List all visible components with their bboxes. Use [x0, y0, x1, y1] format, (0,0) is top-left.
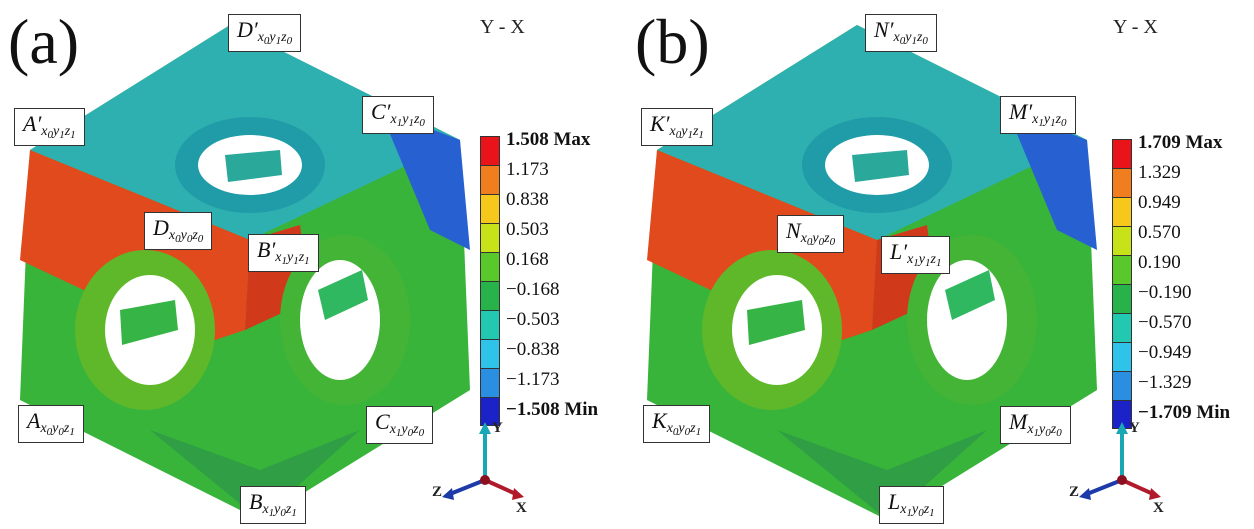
lattice-model-render [20, 25, 470, 520]
legend-tick-label: 1.329 [1138, 162, 1181, 183]
x-axis-label: X [516, 500, 527, 516]
legend-tick-label: 0.570 [1138, 222, 1181, 243]
node-label-bottom: Bx1y0z1 [240, 486, 306, 525]
legend-swatch [480, 339, 500, 368]
lattice-inner-strut [318, 270, 368, 320]
legend-tick-label: −0.168 [506, 279, 560, 300]
y-axis-arrowhead [1116, 422, 1128, 434]
node-label-top-left: K′x0y1z1 [641, 108, 713, 147]
lattice-inner-strut [852, 150, 909, 182]
legend-tick-label: 0.838 [506, 189, 549, 210]
node-label-center: Dx0y0z0 [144, 212, 213, 251]
legend-swatch [480, 252, 500, 281]
node-label-bottom-right: Cx1y0z0 [366, 406, 434, 445]
legend-tick-label: −0.570 [1138, 312, 1192, 333]
legend-tick-label: 1.709 Max [1138, 132, 1223, 153]
view-label: Y - X [480, 16, 525, 38]
node-label-top-back: D′x0y1z0 [228, 14, 302, 53]
lattice-inner-strut [945, 270, 995, 320]
lattice-inner-strut [747, 300, 805, 345]
lattice-right-hole [300, 260, 380, 380]
node-label-bottom-left: Ax0y0z1 [18, 405, 84, 444]
legend-swatch [1112, 139, 1132, 168]
legend-tick-label: −1.173 [506, 369, 560, 390]
node-label-top-right: M′x1y1z0 [1000, 96, 1076, 135]
legend-swatch [480, 165, 500, 194]
view-label: Y - X [1113, 16, 1158, 38]
lattice-right-hole [927, 260, 1007, 380]
lattice-inner-strut [120, 300, 178, 345]
legend-tick-label: −0.838 [506, 339, 560, 360]
legend-tick-label: −0.949 [1138, 342, 1192, 363]
node-label-top-left: A′x0y1z1 [14, 108, 85, 147]
legend-swatch [480, 397, 500, 426]
z-axis-arrowhead [1079, 488, 1091, 500]
legend-swatch [1112, 226, 1132, 255]
legend-swatch [480, 136, 500, 165]
legend-tick-label: 0.168 [506, 249, 549, 270]
lattice-cold-region [380, 110, 470, 250]
node-label-top-right: C′x1y1z0 [362, 96, 434, 135]
node-label-center-right: B′x1y1z1 [248, 234, 319, 273]
legend-swatch [1112, 197, 1132, 226]
legend-swatch [480, 281, 500, 310]
z-axis-arrow [1086, 478, 1123, 496]
panel-letter: (b) [635, 6, 710, 77]
x-axis-label: X [1153, 500, 1164, 516]
x-axis-arrow [484, 478, 517, 496]
legend-tick-label: −0.503 [506, 309, 560, 330]
lattice-base [777, 430, 987, 520]
lattice-base [150, 430, 360, 520]
z-axis-arrowhead [442, 488, 454, 500]
axis-triad [442, 422, 524, 500]
legend-swatch [1112, 284, 1132, 313]
axis-origin [1117, 475, 1127, 485]
lattice-cold-region [1007, 110, 1097, 250]
legend-tick-label: 0.949 [1138, 192, 1181, 213]
node-label-top-back: N′x0y1z0 [865, 14, 937, 53]
legend-swatch [1112, 313, 1132, 342]
x-axis-arrowhead [512, 488, 524, 500]
legend-tick-label: −1.508 Min [506, 399, 599, 420]
z-axis-label: Z [1069, 484, 1080, 500]
node-label-bottom-left: Kx0y0z1 [643, 405, 711, 444]
lattice-model-render [647, 25, 1097, 520]
lattice-inner-strut [225, 150, 282, 182]
legend-swatch [480, 194, 500, 223]
legend-tick-label: 0.503 [506, 219, 549, 240]
node-label-bottom-right: Mx1y0z0 [1000, 406, 1071, 445]
z-axis-label: Z [432, 484, 443, 500]
node-label-center-right: L′x1y1z1 [881, 236, 951, 275]
y-axis-label: Y [492, 420, 503, 436]
axis-triad [1079, 422, 1161, 500]
y-axis-arrowhead [479, 422, 491, 434]
legend-swatch [1112, 371, 1132, 400]
z-axis-arrow [449, 478, 486, 496]
legend-swatch [480, 223, 500, 252]
legend-swatch [1112, 168, 1132, 197]
axis-origin [480, 475, 490, 485]
legend-swatch [1112, 342, 1132, 371]
legend-swatch [1112, 255, 1132, 284]
y-axis-label: Y [1129, 420, 1140, 436]
legend-tick-label: −1.709 Min [1138, 402, 1231, 423]
legend-swatch [480, 368, 500, 397]
legend-tick-label: 1.173 [506, 159, 549, 180]
legend-tick-label: 0.190 [1138, 252, 1181, 273]
panel-a: (a) Y - X D′x0y1z0 A′x0y1z1 C′x1y1z0 Dx0… [8, 6, 599, 525]
legend-tick-label: −1.329 [1138, 372, 1192, 393]
node-label-bottom: Lx1y0z1 [879, 486, 944, 525]
panel-b: (b) Y - X N′x0y1z0 K′x0y1z1 M′x1y1z0 Nx0… [627, 0, 1254, 529]
legend-swatch [480, 310, 500, 339]
legend-tick-label: 1.508 Max [506, 129, 591, 150]
panel-letter: (a) [8, 6, 80, 77]
x-axis-arrowhead [1149, 488, 1161, 500]
legend-tick-label: −0.190 [1138, 282, 1192, 303]
x-axis-arrow [1121, 478, 1154, 496]
node-label-center: Nx0y0z0 [777, 215, 845, 254]
